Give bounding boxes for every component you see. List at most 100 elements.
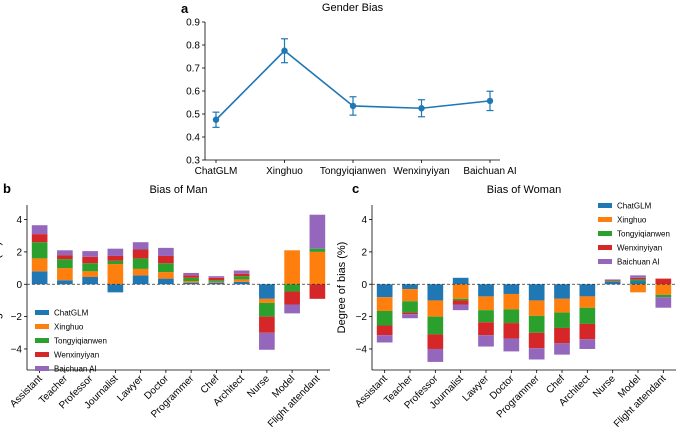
x-tick-label: Chef [544, 373, 567, 396]
legend-label: Baichuan AI [54, 365, 97, 374]
bar-segment [31, 234, 48, 243]
bar-segment [208, 281, 225, 283]
panel-c-bias-of-woman: c Bias of Woman −4 −2 0 2 4 Degree of bias (%) A… [336, 181, 676, 428]
bar-segment [528, 284, 545, 301]
bar-segment [554, 343, 570, 355]
bar-segment [503, 293, 520, 310]
x-tick-label: Wenxinyiyan [393, 166, 450, 177]
legend-swatch [598, 259, 612, 264]
data-point [281, 47, 288, 54]
chart-title: Bias of Woman [487, 184, 561, 196]
y-tick-label: −2 [356, 312, 368, 323]
bar-segment [183, 277, 199, 282]
bar-segment [233, 281, 250, 285]
y-tick-label: 0.9 [186, 18, 200, 29]
bar-segment [158, 272, 174, 279]
bar-segment [478, 284, 494, 297]
bar-segment [57, 280, 73, 285]
bar-segment [82, 256, 98, 264]
bar-segment [427, 284, 444, 301]
bar-segment [376, 310, 393, 326]
bar-segment [183, 281, 199, 283]
legend-label: Wenxinyiyan [54, 351, 99, 360]
bar-segment [376, 297, 393, 311]
legend-swatch [35, 366, 49, 371]
bar-segment [655, 278, 672, 285]
bar-segment [233, 279, 250, 282]
bar-segment [284, 284, 300, 292]
x-tick-label: Lawyer [461, 373, 492, 404]
bar-segment [503, 323, 520, 339]
legend-label: Tongyiqianwen [54, 337, 107, 346]
bar-segment [376, 284, 393, 298]
legend-label: Wenxinyiyan [617, 244, 662, 253]
bar-segment [158, 255, 174, 264]
bar-segment [259, 298, 275, 303]
bar-segment [452, 300, 469, 305]
legend-label: ChatGLM [54, 309, 89, 318]
bar-segment [630, 281, 646, 285]
data-point [486, 97, 494, 105]
y-tick-label: 0.6 [186, 87, 200, 98]
bar-segment [259, 316, 275, 333]
bar-segment [376, 335, 393, 343]
bar-segment [183, 272, 199, 276]
bar-segment [57, 255, 73, 260]
y-axis-label: Degree of bias (%) [0, 242, 3, 334]
bar-segment [57, 250, 73, 256]
bar-segment [604, 280, 621, 282]
bar-segment [376, 325, 393, 336]
bar-segment [233, 273, 250, 277]
bar-segment [579, 296, 596, 308]
bar-segment [579, 307, 596, 324]
y-tick-label: 0.5 [186, 110, 200, 121]
chart-title: Bias of Man [149, 184, 207, 196]
bar-segment [107, 260, 124, 265]
y-tick-label: 0.3 [186, 156, 200, 167]
bar-segment [655, 294, 672, 298]
legend-label: Baichuan AI [617, 258, 660, 267]
y-tick-label: 0 [16, 280, 22, 291]
x-tick-label: Xinghuo [266, 166, 303, 177]
bar-segment [402, 284, 418, 290]
bar-segment [158, 263, 174, 273]
legend: ChatGLM Xinghuo Tongyiqianwen Wenxinyiyan Ba… [35, 309, 107, 374]
bar-segment [579, 339, 596, 349]
y-tick-label: −4 [11, 344, 23, 355]
bar-segment [402, 314, 418, 319]
y-axis-label: Degree of bias (%) [336, 242, 348, 334]
bar-segment [82, 271, 98, 277]
y-tick-label: 0.4 [186, 133, 200, 144]
bar-segment [503, 338, 520, 352]
legend-swatch [35, 352, 49, 357]
bar-segment [528, 300, 545, 316]
bar-segment [233, 276, 250, 280]
bar-segment [630, 279, 646, 282]
y-tick-label: −4 [356, 344, 368, 355]
bar-segment [478, 322, 494, 336]
bar-segment [309, 214, 326, 249]
bar-segment [554, 298, 570, 313]
bar-segment [604, 281, 621, 285]
panel-a-gender-bias: a Gender Bias 0.3 0.4 0.5 0.6 0.7 0.8 0.9 ChatGLM… [181, 1, 517, 177]
bar-segment [107, 255, 124, 261]
y-tick-label: 0 [361, 280, 367, 291]
panel-letter-c: c [352, 181, 359, 196]
bar-segment [478, 335, 494, 347]
bar-segment [259, 332, 275, 350]
legend-label: Tongyiqianwen [617, 230, 670, 239]
bar-segment [183, 282, 199, 285]
data-point [349, 102, 357, 110]
legend-swatch [598, 245, 612, 250]
bar-segment [82, 276, 98, 285]
bar-segment [57, 268, 73, 281]
bar-segment [503, 309, 520, 324]
data-point [212, 116, 220, 123]
bar-segment [31, 258, 48, 272]
panel-letter-a: a [181, 1, 189, 16]
x-tick-label: Assistant [8, 373, 45, 410]
bar-segment [554, 284, 570, 299]
bar-segment [427, 300, 444, 317]
bar-segment [284, 291, 300, 305]
bar-segment [57, 259, 73, 269]
